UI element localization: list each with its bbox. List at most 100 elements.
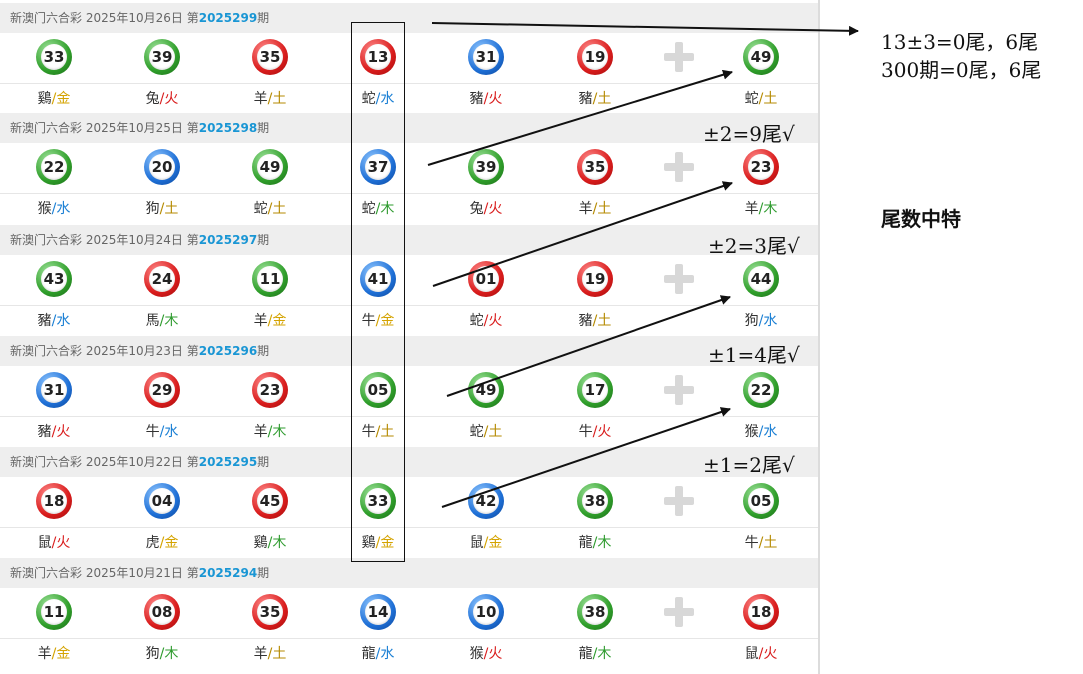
ball-number: 43 xyxy=(41,266,67,292)
zodiac-element-label: 鼠/金 xyxy=(456,532,516,552)
draw-header: 新澳门六合彩 2025年10月21日 第2025294期 xyxy=(0,558,818,588)
row-divider xyxy=(0,638,818,639)
element-label: 木 xyxy=(380,201,395,217)
zodiac-element-label: 兔/火 xyxy=(132,88,192,108)
draw-header: 新澳门六合彩 2025年10月22日 第2025295期 xyxy=(0,447,818,477)
number-ball: 24 xyxy=(144,261,180,297)
element-label: 水 xyxy=(763,313,778,329)
arrow-icon xyxy=(431,22,859,36)
plus-icon xyxy=(663,263,695,295)
label-separator: / xyxy=(267,91,273,107)
zodiac-element-label: 龍/木 xyxy=(565,643,625,663)
ball-number: 04 xyxy=(149,488,175,514)
draw-period[interactable]: 2025298 xyxy=(198,121,258,135)
ball-number: 11 xyxy=(257,266,283,292)
zodiac-element-label: 鼠/火 xyxy=(731,643,791,663)
arrow-icon xyxy=(432,181,733,287)
draw-header: 新澳门六合彩 2025年10月23日 第2025296期 xyxy=(0,336,818,366)
zodiac-label: 猴 xyxy=(469,646,484,662)
label-separator: / xyxy=(375,535,381,551)
number-ball: 33 xyxy=(36,39,72,75)
label-separator: / xyxy=(592,535,598,551)
zodiac-label: 羊 xyxy=(253,91,268,107)
ball-number: 05 xyxy=(365,377,391,403)
label-separator: / xyxy=(267,424,273,440)
zodiac-label: 虎 xyxy=(145,535,160,551)
ball-number: 49 xyxy=(748,44,774,70)
zodiac-label: 鷄 xyxy=(37,91,52,107)
draw-period[interactable]: 2025294 xyxy=(198,566,258,580)
special-ball: 23 xyxy=(743,149,779,185)
draw-header-suffix: 期 xyxy=(257,455,270,469)
label-separator: / xyxy=(758,91,764,107)
zodiac-element-label: 羊/金 xyxy=(240,310,300,330)
draw-period[interactable]: 2025297 xyxy=(198,233,258,247)
row-divider xyxy=(0,527,818,528)
element-label: 水 xyxy=(380,646,395,662)
draw-period[interactable]: 2025299 xyxy=(198,11,258,25)
element-label: 水 xyxy=(380,91,395,107)
number-ball: 23 xyxy=(252,372,288,408)
ball-number: 22 xyxy=(41,154,67,180)
label-separator: / xyxy=(483,646,489,662)
zodiac-element-label: 鷄/金 xyxy=(24,88,84,108)
label-separator: / xyxy=(375,201,381,217)
label-separator: / xyxy=(51,646,57,662)
ball-number: 35 xyxy=(257,599,283,625)
label-separator: / xyxy=(159,424,165,440)
special-ball: 22 xyxy=(743,372,779,408)
plus-icon xyxy=(663,596,695,628)
zodiac-label: 蛇 xyxy=(361,201,376,217)
element-label: 火 xyxy=(56,535,71,551)
ball-number: 13 xyxy=(365,44,391,70)
element-label: 火 xyxy=(56,424,71,440)
draw-period[interactable]: 2025296 xyxy=(198,344,258,358)
zodiac-element-label: 兔/火 xyxy=(456,198,516,218)
annotation-line1: 13±3=0尾，6尾 xyxy=(881,30,1039,54)
element-label: 金 xyxy=(488,535,503,551)
element-label: 木 xyxy=(164,313,179,329)
draw-header-suffix: 期 xyxy=(257,233,270,247)
zodiac-label: 羊 xyxy=(37,646,52,662)
zodiac-element-label: 龍/水 xyxy=(348,643,408,663)
label-separator: / xyxy=(375,424,381,440)
number-ball: 29 xyxy=(144,372,180,408)
number-ball: 35 xyxy=(577,149,613,185)
zodiac-label: 牛 xyxy=(578,424,593,440)
row-divider xyxy=(0,305,818,306)
zodiac-label: 龍 xyxy=(578,535,593,551)
arrow-icon xyxy=(427,69,733,166)
zodiac-label: 鷄 xyxy=(253,535,268,551)
zodiac-label: 狗 xyxy=(744,313,759,329)
number-ball: 04 xyxy=(144,483,180,519)
zodiac-label: 鼠 xyxy=(37,535,52,551)
draw-period[interactable]: 2025295 xyxy=(198,455,258,469)
number-ball: 05 xyxy=(360,372,396,408)
element-label: 土 xyxy=(272,201,287,217)
zodiac-element-label: 狗/土 xyxy=(132,198,192,218)
special-ball: 44 xyxy=(743,261,779,297)
annotation-row-note: ±2=3尾√ xyxy=(708,234,800,258)
number-ball: 18 xyxy=(36,483,72,519)
label-separator: / xyxy=(592,313,598,329)
number-ball: 45 xyxy=(252,483,288,519)
zodiac-label: 豬 xyxy=(37,313,52,329)
label-separator: / xyxy=(758,201,764,217)
element-label: 木 xyxy=(164,646,179,662)
draw-header-prefix: 新澳门六合彩 2025年10月26日 第 xyxy=(10,11,199,25)
label-separator: / xyxy=(267,646,273,662)
element-label: 火 xyxy=(488,313,503,329)
number-ball: 10 xyxy=(468,594,504,630)
zodiac-element-label: 龍/木 xyxy=(565,532,625,552)
number-ball: 49 xyxy=(252,149,288,185)
zodiac-element-label: 牛/金 xyxy=(348,310,408,330)
label-separator: / xyxy=(159,646,165,662)
label-separator: / xyxy=(51,91,57,107)
zodiac-label: 蛇 xyxy=(469,424,484,440)
zodiac-element-label: 羊/土 xyxy=(240,88,300,108)
draw-header-prefix: 新澳门六合彩 2025年10月22日 第 xyxy=(10,455,199,469)
zodiac-element-label: 羊/金 xyxy=(24,643,84,663)
annotation-row-note: ±1=4尾√ xyxy=(708,343,800,367)
zodiac-label: 兔 xyxy=(145,91,160,107)
number-ball: 35 xyxy=(252,39,288,75)
